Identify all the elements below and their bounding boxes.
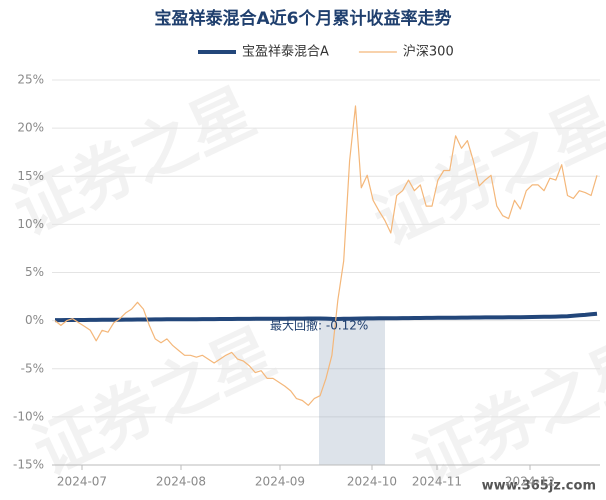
y-tick-label: 20% [17, 121, 44, 135]
y-tick-label: 25% [17, 73, 44, 87]
legend-label: 沪深300 [403, 44, 454, 60]
legend-label: 宝盈祥泰混合A [242, 45, 329, 60]
series-line [55, 311, 598, 323]
series-line [54, 105, 598, 406]
watermark: 证券之星 [23, 315, 286, 490]
y-tick-label: 10% [17, 217, 44, 231]
x-tick-label: 2024-12 [505, 475, 555, 489]
watermark: 证券之星 [363, 85, 606, 260]
x-tick-label: 2024-08 [156, 475, 206, 489]
x-tick-label: 2024-10 [347, 475, 397, 489]
y-tick-label: -5% [21, 361, 44, 375]
x-tick-label: 2024-11 [412, 475, 462, 489]
chart-title: 宝盈祥泰混合A近6个月累计收益率走势 [155, 8, 452, 29]
x-tick-label: 2024-09 [255, 475, 305, 489]
y-tick-label: -10% [13, 409, 44, 423]
drawdown-region [319, 320, 385, 465]
y-tick-label: -15% [13, 458, 44, 472]
y-tick-label: 0% [25, 313, 44, 327]
annotation: 最大回撤: -0.12% [270, 318, 368, 333]
x-tick-label: 2024-07 [57, 475, 107, 489]
y-tick-label: 15% [17, 169, 44, 183]
source: www.365jz.com [482, 479, 596, 494]
y-tick-label: 5% [25, 265, 44, 279]
